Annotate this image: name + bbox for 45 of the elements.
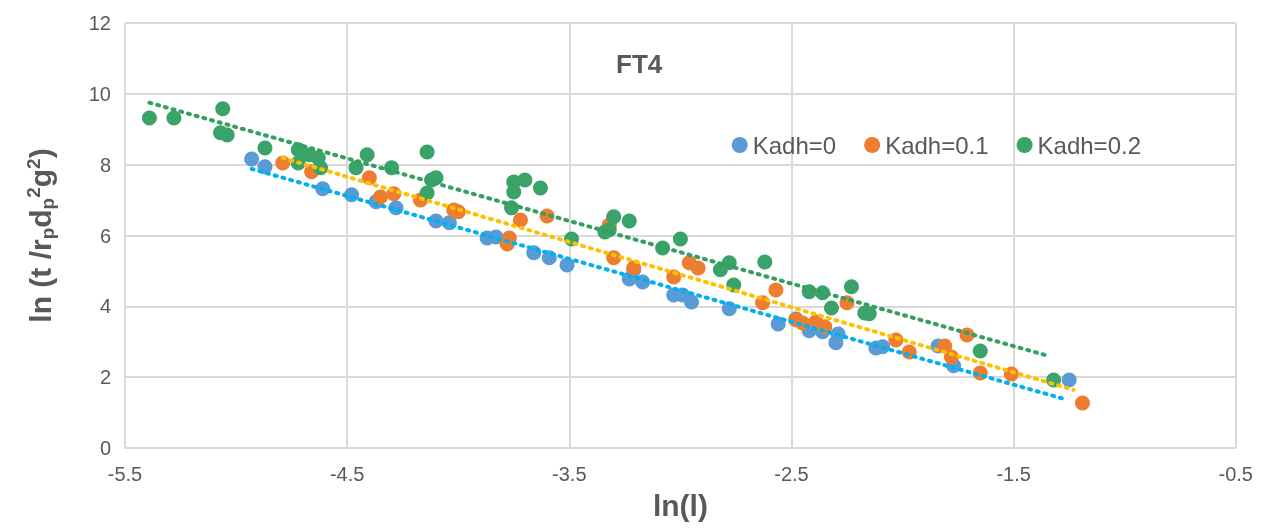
y-tick-label: 6 xyxy=(99,224,111,247)
legend-label: Kadh=0.2 xyxy=(1037,131,1142,159)
x-tick-label: -4.5 xyxy=(329,463,365,485)
point xyxy=(419,144,435,160)
x-tick-label: -3.5 xyxy=(552,463,587,485)
point xyxy=(684,294,699,310)
y-tick-label: 2 xyxy=(99,366,111,389)
y-tick-label: 4 xyxy=(99,295,111,318)
point xyxy=(348,160,364,176)
point xyxy=(532,180,548,196)
point xyxy=(419,185,435,201)
point xyxy=(244,151,260,167)
point xyxy=(768,282,784,298)
point xyxy=(823,300,839,316)
point xyxy=(257,140,273,156)
point xyxy=(690,260,706,276)
point xyxy=(512,212,528,228)
point xyxy=(372,189,388,205)
point xyxy=(757,254,773,270)
point xyxy=(215,101,231,117)
point xyxy=(606,209,622,225)
point xyxy=(219,127,235,143)
point xyxy=(621,213,637,229)
point xyxy=(972,343,988,359)
y-axis-title: ln (t /rpdp2g2) xyxy=(23,148,58,323)
point xyxy=(843,279,859,295)
y-tick-label: 0 xyxy=(99,437,111,459)
point xyxy=(1061,372,1077,388)
x-tick-label: -1.5 xyxy=(996,463,1031,485)
x-tick-label: -5.5 xyxy=(107,463,143,485)
x-tick-label: -2.5 xyxy=(774,463,809,485)
y-tick-label: 8 xyxy=(99,153,111,176)
point xyxy=(359,147,375,163)
point xyxy=(517,172,533,188)
legend-label: Kadh=0.1 xyxy=(885,131,989,159)
y-tick-label: 10 xyxy=(88,82,111,105)
point xyxy=(1075,395,1090,411)
point xyxy=(672,231,688,247)
x-tick-label: -0.5 xyxy=(1218,463,1253,485)
point xyxy=(141,110,157,126)
legend-label: Kadh=0 xyxy=(752,131,837,159)
point xyxy=(166,110,182,126)
text: FT4 xyxy=(616,49,663,79)
y-tick-label: 12 xyxy=(88,12,111,34)
x-axis-title: ln(l) xyxy=(652,488,708,522)
